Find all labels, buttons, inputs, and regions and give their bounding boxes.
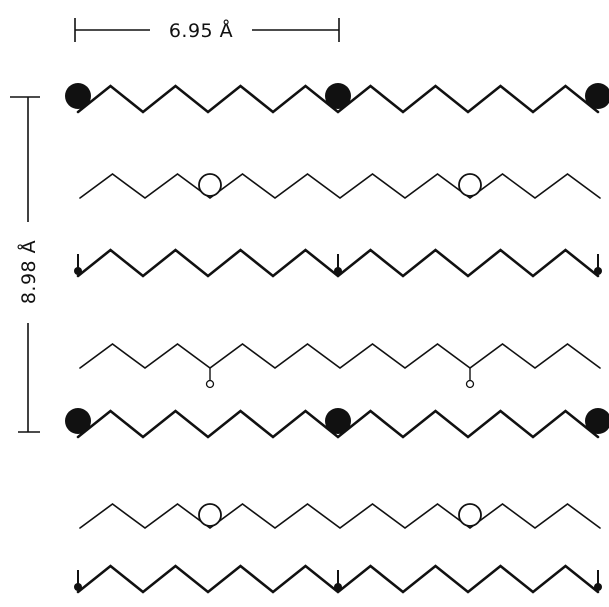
- vertical-dimension-label: 8.98 Å: [17, 240, 40, 304]
- atom-small-filled: [334, 583, 342, 591]
- atom-small-filled: [74, 583, 82, 591]
- atom-small-open: [205, 379, 215, 389]
- atom-large-open: [458, 173, 482, 197]
- atom-small-filled: [334, 267, 342, 275]
- vertical-dimension: [10, 96, 40, 433]
- chain-row-4: [79, 343, 601, 369]
- atom-small-open: [465, 379, 475, 389]
- atom-large-filled: [585, 83, 609, 109]
- chain-layer: [65, 83, 609, 594]
- atom-large-open: [198, 503, 222, 527]
- atom-large-open: [458, 503, 482, 527]
- atom-large-filled: [65, 408, 91, 434]
- chain-row-1: [76, 84, 600, 114]
- chain-row-7: [76, 564, 600, 594]
- atom-small-filled: [594, 583, 602, 591]
- horizontal-dimension: [74, 18, 340, 42]
- atom-large-filled: [325, 408, 351, 434]
- atom-large-open: [198, 173, 222, 197]
- chain-row-5: [76, 409, 600, 439]
- horizontal-dimension-label: 6.95 Å: [169, 19, 233, 42]
- chain-row-6: [79, 503, 601, 529]
- atom-small-filled: [594, 267, 602, 275]
- atom-large-filled: [325, 83, 351, 109]
- chain-row-2: [79, 173, 601, 199]
- atom-small-filled: [74, 267, 82, 275]
- chain-row-3: [76, 248, 600, 278]
- atom-large-filled: [65, 83, 91, 109]
- atom-large-filled: [585, 408, 609, 434]
